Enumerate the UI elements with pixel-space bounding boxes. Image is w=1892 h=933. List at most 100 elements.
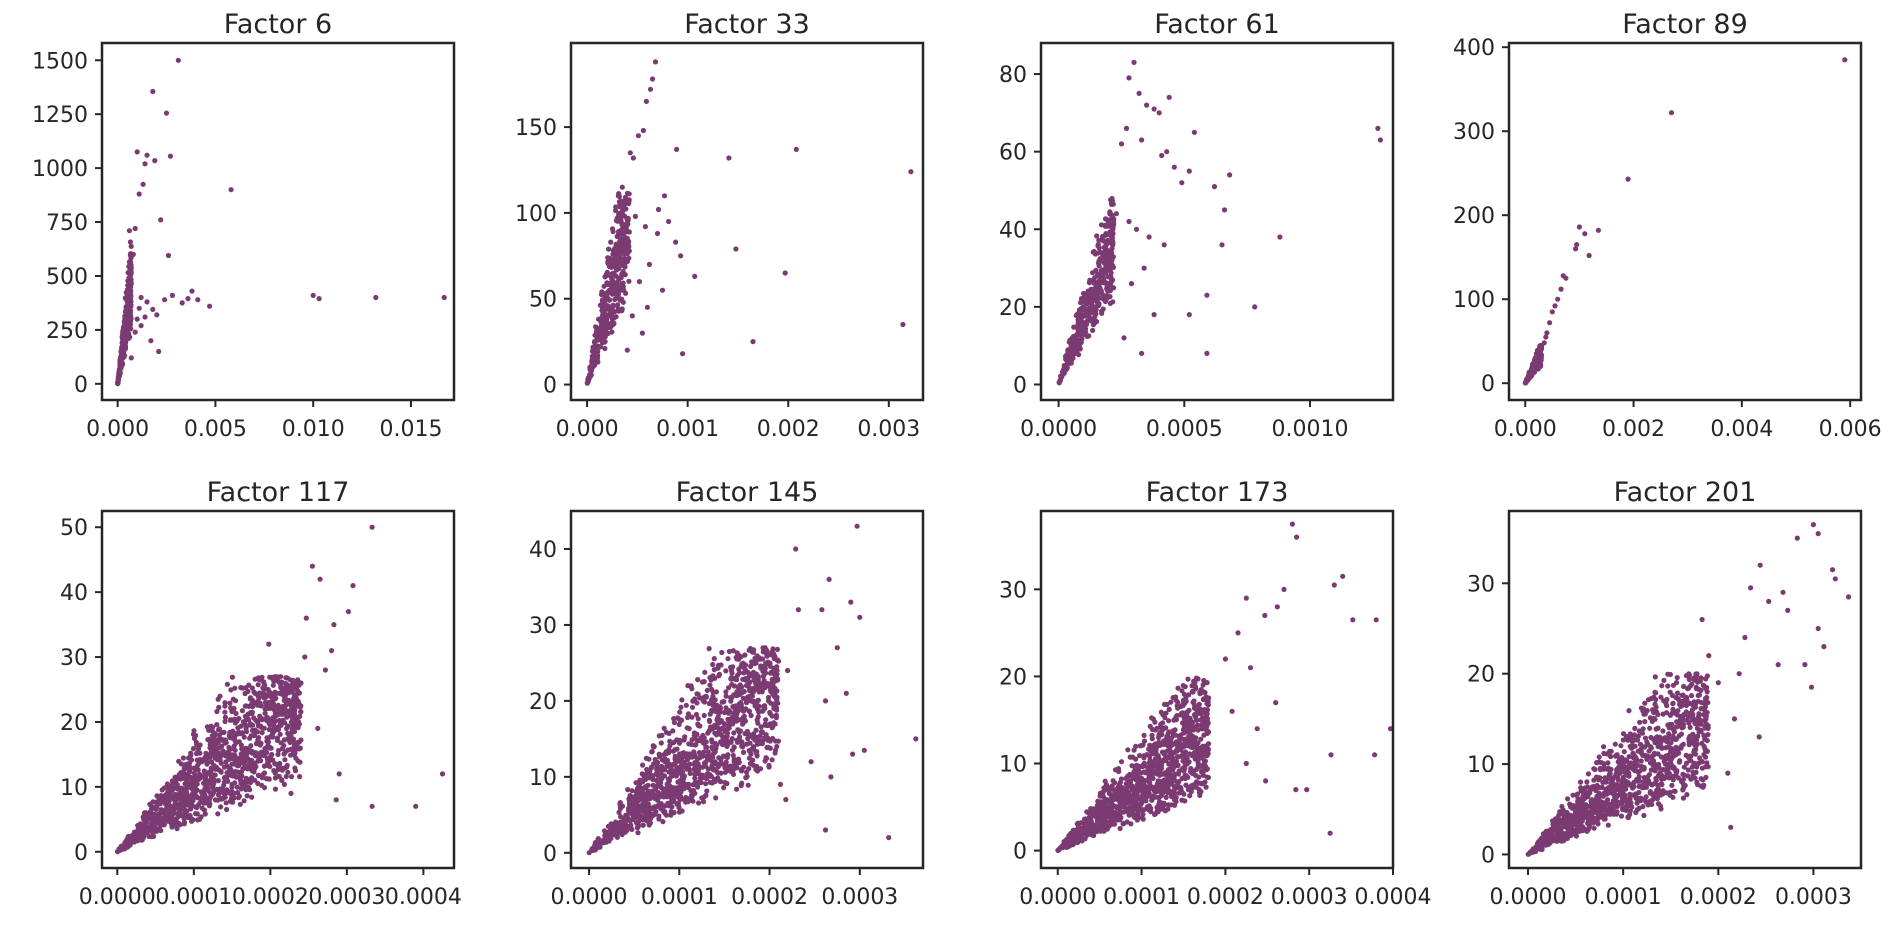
data-point [228,746,234,752]
data-point [766,682,772,688]
data-point [1109,245,1115,252]
data-point [620,299,626,305]
data-point [656,772,662,778]
data-point [692,735,698,741]
data-point [295,758,301,764]
data-point [1586,252,1592,259]
data-point [1547,320,1553,326]
data-point [616,265,622,271]
data-point [672,753,678,760]
data-point [626,255,632,261]
data-point [239,708,245,714]
data-point [230,771,237,778]
data-point [616,228,622,235]
data-point [639,330,646,336]
data-point [270,757,276,763]
data-point [1062,367,1068,373]
data-point [123,304,129,310]
data-point [261,679,267,685]
data-point [843,690,849,696]
data-point [739,768,745,774]
data-point [609,226,616,232]
subplot-title: Factor 117 [207,477,350,508]
data-point [721,785,727,791]
data-point [619,245,625,251]
data-point [1103,782,1109,788]
data-point [242,690,248,697]
data-point [266,726,272,733]
data-point [600,307,606,313]
data-point [252,760,258,766]
data-point [594,327,600,333]
data-point [1541,340,1547,346]
data-point [223,759,229,765]
data-point [249,711,255,717]
data-point [706,646,712,652]
data-point [630,798,637,804]
data-point [1625,176,1631,182]
data-point [1117,825,1123,832]
data-point [764,653,770,659]
data-point [166,799,172,805]
data-point [275,702,281,709]
data-point [1185,676,1191,682]
data-point [647,796,653,802]
data-point [169,812,175,818]
data-point [302,654,308,660]
data-point [645,782,651,788]
x-tick-label: 0.000 [86,417,149,442]
y-tick-label: 60 [999,141,1027,166]
data-point [767,745,774,751]
data-point [118,362,124,368]
data-point [272,710,278,716]
data-point [285,730,291,737]
data-point [900,321,906,328]
data-point [707,711,713,717]
data-point [619,208,625,215]
data-point [276,690,282,696]
data-point [619,831,625,837]
data-point [1200,682,1206,688]
data-point [697,695,703,701]
data-point [190,817,196,823]
data-point [1062,363,1068,369]
data-point [345,609,351,615]
data-point [177,822,183,828]
data-point [190,798,196,804]
data-point [834,645,840,651]
data-point [281,742,287,749]
data-point [205,753,211,759]
data-point [204,758,210,765]
data-point [1141,265,1147,271]
data-point [259,782,265,788]
data-point [184,808,190,814]
data-point [295,719,301,725]
data-point [290,736,297,742]
data-point [152,158,158,164]
subplot-1: Factor 60.000 0.005 0.010 0.015025050075010… [32,9,456,442]
data-point [718,770,724,776]
data-point [1096,301,1102,307]
data-point [202,811,208,817]
data-point [657,754,663,760]
data-point [683,702,689,708]
data-point [209,766,215,772]
data-point [160,810,166,816]
data-point [204,770,211,777]
data-point [1078,331,1084,337]
data-point [229,754,235,760]
data-point [585,376,591,383]
data-point [119,342,126,349]
data-point [119,353,125,359]
data-point [165,252,172,259]
data-point [761,685,767,691]
data-point [206,803,212,809]
data-point [276,773,282,780]
data-point [709,763,715,769]
data-point [702,669,708,675]
data-point [711,667,717,673]
data-point [282,757,288,763]
data-point [672,768,679,774]
data-point [1101,275,1107,281]
data-point [630,804,636,810]
